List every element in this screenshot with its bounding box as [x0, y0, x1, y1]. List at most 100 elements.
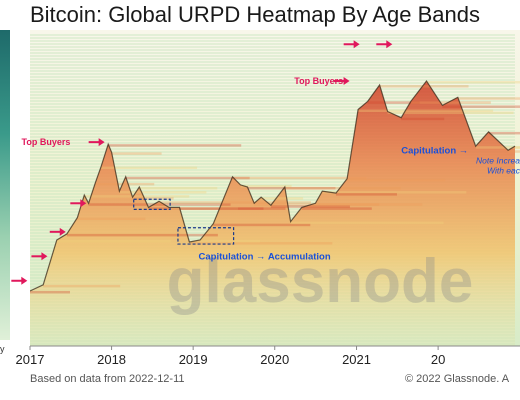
supply-streak [387, 111, 514, 115]
watermark: glassnode [167, 247, 474, 316]
supply-band [30, 112, 515, 114]
top-buyer-arrow-icon [343, 40, 360, 49]
supply-band [30, 187, 515, 189]
top-buyer-arrow-icon [88, 138, 105, 147]
supply-band [30, 124, 515, 126]
supply-streak [290, 221, 444, 225]
supply-streak [240, 184, 292, 188]
price-line [30, 79, 516, 292]
supply-streak [247, 186, 336, 190]
recent-supply-heat [30, 80, 515, 346]
x-tick-label: 2020 [260, 352, 289, 367]
supply-streak [270, 205, 350, 208]
supply-band [30, 46, 515, 48]
supply-streak [232, 176, 367, 180]
supply-band [30, 157, 515, 159]
supply-streak [189, 242, 333, 245]
supply-band [30, 106, 515, 108]
x-tick-label: 2021 [342, 352, 371, 367]
x-tick-label: 20 [431, 352, 445, 367]
supply-streak [284, 186, 401, 190]
supply-streak [426, 80, 520, 84]
supply-band [30, 154, 515, 156]
supply-streak [139, 186, 218, 190]
annotation-label: Capitulation → [401, 145, 468, 156]
supply-band [30, 79, 515, 81]
supply-band [30, 127, 515, 129]
supply-streak [43, 284, 121, 288]
supply-band [30, 181, 515, 183]
supply-streak [179, 207, 286, 210]
supply-band [30, 175, 515, 177]
annotation-label: Note Increa [476, 155, 520, 165]
supply-streak [475, 146, 520, 149]
supply-streak [125, 176, 250, 180]
supply-streak [379, 85, 469, 88]
supply-band [30, 139, 515, 141]
supply-band [30, 166, 515, 168]
supply-streak [66, 233, 218, 237]
supply-band [30, 142, 515, 144]
supply-band [30, 190, 515, 192]
supply-streak [148, 207, 264, 210]
left-color-scale [0, 30, 10, 340]
supply-band [30, 109, 515, 111]
supply-streak [358, 109, 494, 113]
footer-source: Based on data from 2022-12-11 [30, 373, 185, 385]
top-buyer-arrow-icon [31, 252, 48, 261]
supply-band [30, 103, 515, 105]
supply-band [30, 145, 515, 147]
annotation-label: Capitulation → Accumulation [199, 251, 331, 262]
supply-streak [101, 166, 198, 170]
supply-streak [88, 203, 231, 206]
supply-streak [254, 203, 380, 206]
annotation-label: Top Buyers [22, 137, 71, 147]
supply-band [30, 55, 515, 57]
supply-band [30, 178, 515, 180]
supply-streak [347, 178, 446, 182]
supply-band [30, 160, 515, 162]
top-buyer-arrow-icon [70, 199, 87, 208]
supply-band [30, 64, 515, 66]
supply-band [30, 199, 515, 201]
supply-band [30, 85, 515, 87]
x-tick-label: 2019 [179, 352, 208, 367]
supply-band [30, 40, 515, 42]
top-buyer-arrow-icon [333, 76, 350, 85]
supply-band [30, 70, 515, 72]
supply-band [30, 58, 515, 60]
supply-streak [315, 203, 423, 206]
supply-band [30, 94, 515, 96]
supply-band [30, 115, 515, 117]
supply-band [30, 193, 515, 195]
supply-band [30, 151, 515, 153]
chart-title: Bitcoin: Global URPD Heatmap By Age Band… [30, 2, 481, 27]
supply-band [30, 49, 515, 51]
supply-streak [488, 131, 520, 135]
annotation-label: With eac [487, 166, 520, 176]
supply-band [30, 169, 515, 171]
supply-streak [77, 217, 146, 221]
supply-streak [132, 197, 174, 200]
supply-band [30, 130, 515, 132]
supply-band [30, 43, 515, 45]
supply-band [30, 136, 515, 138]
supply-streak [119, 191, 207, 194]
supply-streak [56, 239, 171, 243]
supply-band [30, 88, 515, 90]
supply-band [30, 97, 515, 99]
supply-streak [158, 201, 311, 204]
supply-streak [322, 191, 467, 194]
supply-streak [508, 150, 520, 153]
supply-band [30, 163, 515, 165]
supply-streak [84, 195, 190, 198]
supply-band [30, 121, 515, 123]
supply-band [30, 52, 515, 54]
supply-streak [401, 117, 445, 121]
supply-band [30, 76, 515, 78]
supply-streak [457, 97, 520, 100]
supply-streak [442, 105, 520, 108]
supply-band [30, 34, 515, 36]
supply-band [30, 118, 515, 120]
supply-band [30, 61, 515, 63]
